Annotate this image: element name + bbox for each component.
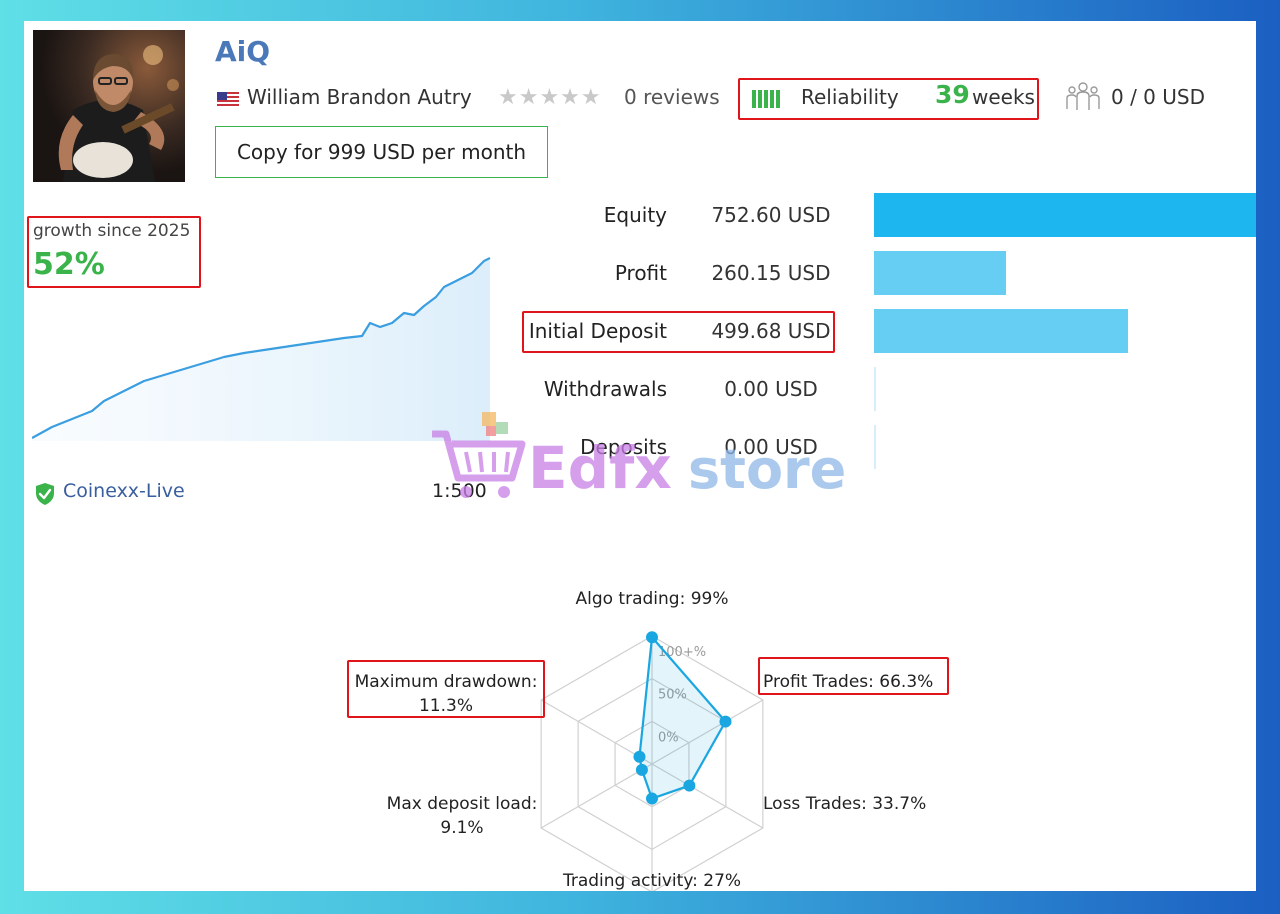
cart-icon: [432, 412, 526, 498]
stat-bar: [874, 367, 876, 411]
radar-data-shape: [638, 634, 727, 800]
growth-chart: [32, 257, 491, 441]
leverage-value: 1:500: [432, 480, 487, 502]
radar-label-value: 11.3%: [418, 696, 473, 716]
watermark-logo: Edfx store: [432, 412, 846, 502]
stat-value: 752.60 USD: [711, 203, 831, 227]
signal-panel: AiQ William Brandon Autry ★★★★★ 0 review…: [24, 21, 1256, 891]
radar-label-loss-trades: Loss Trades: 33.7%: [763, 794, 927, 814]
shield-check-icon: [36, 483, 54, 505]
radar-point-algo-trading: [646, 631, 658, 644]
stat-bar: [874, 425, 876, 469]
radar-axis-line: [651, 763, 764, 829]
radar-axis-line: [651, 699, 764, 765]
stat-bar: [874, 309, 1128, 353]
growth-value: 52%: [33, 247, 105, 282]
radar-axis-line: [540, 699, 653, 765]
radar-label-line: Max deposit load:: [386, 794, 538, 814]
reliability-weeks: 39: [935, 80, 970, 109]
radar-label-trading-activity: Trading activity: 27%: [562, 871, 742, 891]
signal-title[interactable]: AiQ: [215, 35, 271, 68]
stat-value: 0.00 USD: [724, 435, 818, 459]
radar-point-maximum-drawdown: [633, 750, 646, 763]
stat-bar: [874, 251, 1006, 295]
stat-value: 0.00 USD: [724, 377, 818, 401]
stat-value: 499.68 USD: [711, 319, 831, 343]
reliability-unit: weeks: [972, 85, 1035, 109]
growth-line: [32, 257, 491, 439]
radar-point-profit-trades: [719, 715, 732, 728]
growth-label: growth since 2025: [33, 221, 191, 241]
growth-area: [32, 258, 490, 441]
people-icon: [1066, 82, 1100, 110]
reliability-bars-icon: [752, 90, 782, 112]
reliability-label: Reliability: [801, 85, 899, 109]
subscribers-funds: 0 / 0 USD: [1111, 85, 1205, 109]
stat-label: Equity: [603, 203, 667, 227]
radar-point-max-deposit-load: [635, 763, 648, 776]
radar-scale-label: 0%: [658, 730, 679, 745]
growth-highlight: [27, 216, 201, 288]
initial-deposit-highlight: [522, 311, 835, 353]
trading-radar-chart: 100+% 50% 0%: [540, 631, 764, 891]
stat-label: Initial Deposit: [528, 319, 667, 343]
broker-link[interactable]: Coinexx-Live: [63, 480, 185, 502]
stat-value: 260.15 USD: [711, 261, 831, 285]
profit-trades-highlight: [758, 657, 949, 695]
watermark-text-2: store: [688, 438, 846, 501]
radar-point-trading-activity: [646, 792, 658, 805]
copy-subscribe-button[interactable]: Copy for 999 USD per month: [215, 126, 548, 178]
watermark-text-1: Edfx: [528, 434, 672, 502]
stat-label: Profit: [614, 261, 667, 285]
radar-axis-line: [540, 763, 653, 829]
radar-label-max-deposit-load: Max deposit load: 9.1%: [387, 794, 538, 838]
radar-label-value: 9.1%: [440, 818, 484, 838]
radar-scale-label: 50%: [658, 688, 687, 703]
radar-label-algo-trading: Algo trading: 99%: [575, 589, 729, 609]
max-drawdown-highlight: [347, 660, 545, 718]
stat-label: Withdrawals: [543, 377, 667, 401]
radar-label-maximum-drawdown: Maximum drawdown: 11.3%: [355, 672, 538, 716]
stat-bar: [874, 193, 1256, 237]
reviews-link[interactable]: 0 reviews: [624, 85, 720, 109]
stat-label: Deposits: [580, 435, 667, 459]
radar-label-line: Maximum drawdown:: [354, 672, 538, 692]
rating-stars: ★★★★★: [498, 85, 602, 110]
radar-point-loss-trades: [683, 779, 696, 792]
radar-scale-label: 100+%: [658, 645, 706, 660]
author-name[interactable]: William Brandon Autry: [247, 85, 472, 109]
radar-label-profit-trades: Profit Trades: 66.3%: [763, 672, 934, 692]
us-flag-icon: [217, 92, 239, 106]
avatar: [33, 30, 185, 182]
reliability-highlight: [738, 78, 1039, 120]
